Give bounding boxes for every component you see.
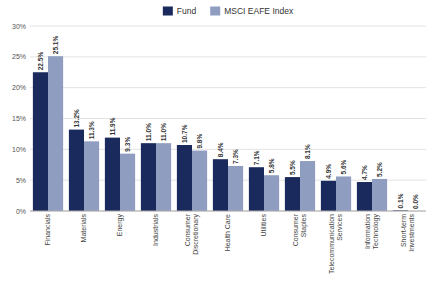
grid-line	[30, 56, 426, 57]
legend-label: Fund	[177, 6, 197, 16]
grid-line	[30, 26, 426, 27]
data-label: 5.2%	[376, 162, 383, 177]
data-label: 25.1%	[52, 36, 59, 55]
x-tick-label: TelecommunicationServices	[328, 214, 343, 274]
bar	[69, 130, 84, 211]
data-label: 8.4%	[217, 142, 224, 157]
y-axis: 0% 5% 10% 15% 20% 25% 30%	[12, 23, 26, 215]
y-tick-label: 30%	[12, 23, 26, 30]
data-label: 5.5%	[289, 160, 296, 175]
bar	[336, 176, 351, 211]
data-label: 13.2%	[73, 109, 80, 128]
bar	[213, 159, 228, 211]
data-label: 4.7%	[361, 165, 368, 180]
x-tick-label: ConsumerDiscretionary	[184, 213, 200, 255]
x-tick-label: ConsumerStaples	[292, 213, 308, 246]
data-label: 11.9%	[109, 117, 116, 135]
x-tick-label: Short-termInvestments	[400, 214, 415, 252]
x-tick-label: Energy	[116, 214, 124, 237]
data-label: 0.0%	[412, 194, 419, 209]
x-tick-label: Materials	[80, 214, 87, 243]
data-label: 5.6%	[340, 159, 347, 174]
bar	[33, 72, 48, 211]
x-axis-line	[30, 211, 426, 212]
bar	[84, 141, 99, 211]
grid-line	[30, 211, 426, 212]
data-label: 22.5%	[37, 52, 44, 71]
legend-item: Fund	[163, 6, 197, 16]
y-tick-label: 15%	[12, 115, 26, 122]
bar	[105, 138, 120, 211]
x-tick-label: InformationTechnology	[364, 214, 380, 250]
y-tick-label: 0%	[16, 208, 26, 215]
bar	[120, 154, 135, 211]
x-tick-label: Financials	[44, 214, 51, 246]
x-tick-label: Utilities	[260, 214, 267, 237]
bar	[264, 175, 279, 211]
y-tick-label: 10%	[12, 146, 26, 153]
grid-line	[30, 87, 426, 88]
bar	[249, 167, 264, 211]
bar	[372, 179, 387, 211]
bar	[177, 145, 192, 211]
data-label: 9.3%	[124, 137, 131, 152]
x-tick-label: Health Care	[224, 214, 231, 251]
data-label: 11.0%	[145, 123, 152, 141]
y-tick-label: 20%	[12, 84, 26, 91]
legend-item: MSCI EAFE Index	[210, 6, 294, 16]
data-label: 7.1%	[253, 150, 260, 165]
legend: Fund MSCI EAFE Index	[163, 6, 294, 16]
data-label: 4.9%	[325, 164, 332, 179]
data-label: 7.3%	[232, 149, 239, 164]
data-label: 11.0%	[160, 123, 167, 141]
x-tick-label: Industrials	[152, 214, 159, 246]
bar	[357, 182, 372, 211]
legend-swatch	[210, 7, 220, 16]
grid	[30, 26, 426, 211]
data-labels: 22.5% 13.2% 11.9% 11.0% 10.7% 8.4% 7.1% 5.5% 4.9…	[37, 36, 419, 209]
bar	[228, 166, 243, 211]
legend-label: MSCI EAFE Index	[224, 6, 294, 16]
y-tick-label: 5%	[16, 177, 26, 184]
data-label: 11.3%	[88, 121, 95, 139]
data-label: 5.8%	[268, 158, 275, 173]
grid-line	[30, 118, 426, 119]
bar	[321, 181, 336, 211]
bar	[300, 161, 315, 211]
bar	[48, 56, 63, 211]
data-label: 9.8%	[196, 134, 203, 149]
data-label: 8.1%	[304, 144, 311, 159]
bar	[141, 143, 156, 211]
data-label: 0.1%	[397, 193, 404, 208]
y-tick-label: 25%	[12, 53, 26, 60]
x-axis: Financials Materials Energy Industrials Cons…	[30, 211, 426, 274]
chart: 0% 5% 10% 15% 20% 25% 30% 22.5% 13.2% 11.9% 11.0% 1…	[0, 0, 432, 285]
bars	[33, 56, 408, 211]
data-label: 10.7%	[181, 124, 188, 143]
bar	[156, 143, 171, 211]
bar	[192, 151, 207, 211]
legend-swatch	[163, 7, 173, 16]
bar	[285, 177, 300, 211]
